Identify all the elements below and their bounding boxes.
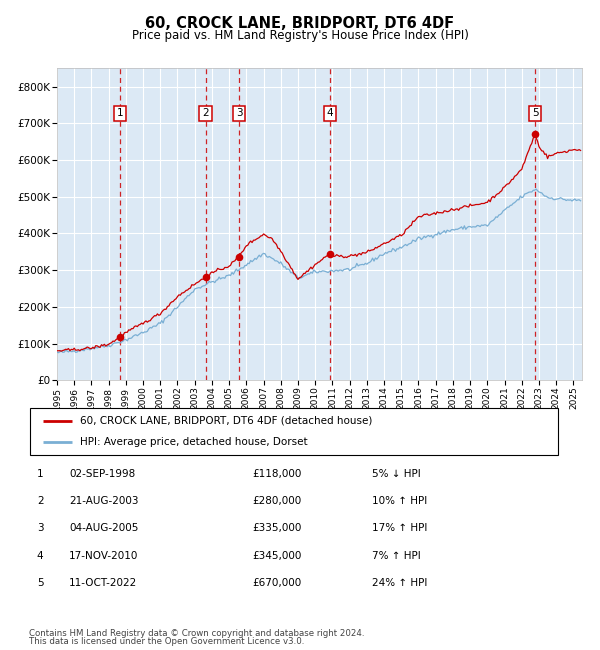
Text: 4: 4 [327,109,334,118]
Text: This data is licensed under the Open Government Licence v3.0.: This data is licensed under the Open Gov… [29,637,304,646]
Text: 17% ↑ HPI: 17% ↑ HPI [372,523,427,534]
Text: 1: 1 [117,109,124,118]
Text: £670,000: £670,000 [252,578,301,588]
Text: 60, CROCK LANE, BRIDPORT, DT6 4DF (detached house): 60, CROCK LANE, BRIDPORT, DT6 4DF (detac… [80,416,373,426]
Text: 11-OCT-2022: 11-OCT-2022 [69,578,137,588]
Text: 2: 2 [202,109,209,118]
Text: 5: 5 [532,109,538,118]
Text: HPI: Average price, detached house, Dorset: HPI: Average price, detached house, Dors… [80,437,308,447]
Text: 2: 2 [37,496,44,506]
Text: £280,000: £280,000 [252,496,301,506]
Text: 3: 3 [236,109,242,118]
Text: Contains HM Land Registry data © Crown copyright and database right 2024.: Contains HM Land Registry data © Crown c… [29,629,364,638]
Text: 21-AUG-2003: 21-AUG-2003 [69,496,139,506]
Text: 4: 4 [37,551,44,561]
Text: 17-NOV-2010: 17-NOV-2010 [69,551,139,561]
Text: £335,000: £335,000 [252,523,301,534]
Text: 24% ↑ HPI: 24% ↑ HPI [372,578,427,588]
Text: 1: 1 [37,469,44,479]
Text: Price paid vs. HM Land Registry's House Price Index (HPI): Price paid vs. HM Land Registry's House … [131,29,469,42]
Text: 60, CROCK LANE, BRIDPORT, DT6 4DF: 60, CROCK LANE, BRIDPORT, DT6 4DF [145,16,455,31]
Text: 02-SEP-1998: 02-SEP-1998 [69,469,135,479]
Text: 7% ↑ HPI: 7% ↑ HPI [372,551,421,561]
Text: 3: 3 [37,523,44,534]
FancyBboxPatch shape [30,408,558,455]
Text: £118,000: £118,000 [252,469,301,479]
Text: £345,000: £345,000 [252,551,301,561]
Text: 5: 5 [37,578,44,588]
Text: 5% ↓ HPI: 5% ↓ HPI [372,469,421,479]
Text: 10% ↑ HPI: 10% ↑ HPI [372,496,427,506]
Text: 04-AUG-2005: 04-AUG-2005 [69,523,139,534]
